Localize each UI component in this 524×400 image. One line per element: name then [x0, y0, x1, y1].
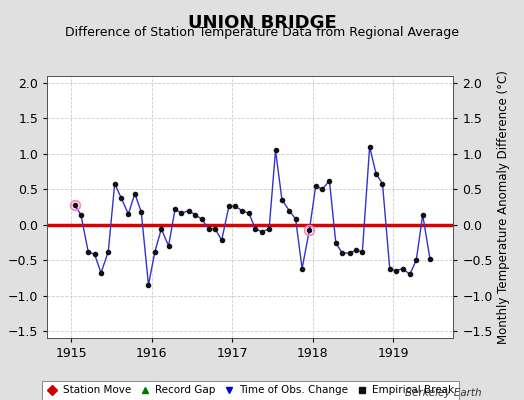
- Text: UNION BRIDGE: UNION BRIDGE: [188, 14, 336, 32]
- Legend: Station Move, Record Gap, Time of Obs. Change, Empirical Break: Station Move, Record Gap, Time of Obs. C…: [42, 381, 459, 400]
- Text: Berkeley Earth: Berkeley Earth: [406, 388, 482, 398]
- Text: Difference of Station Temperature Data from Regional Average: Difference of Station Temperature Data f…: [65, 26, 459, 39]
- Y-axis label: Monthly Temperature Anomaly Difference (°C): Monthly Temperature Anomaly Difference (…: [497, 70, 510, 344]
